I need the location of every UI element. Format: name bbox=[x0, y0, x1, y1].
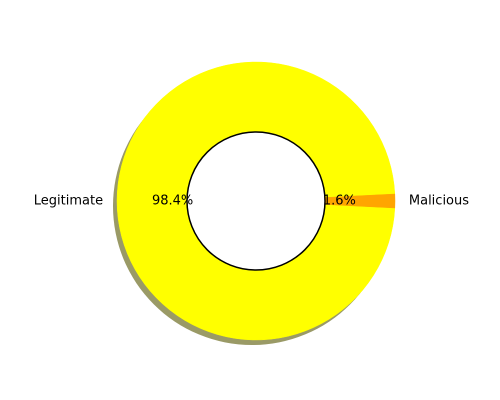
slice-label-legitimate: Legitimate bbox=[34, 194, 103, 209]
donut-hole bbox=[186, 131, 326, 271]
slice-label-malicious: Malicious bbox=[409, 194, 469, 209]
slice-percent-legitimate: 98.4% bbox=[152, 194, 193, 209]
slice-percent-malicious: 1.6% bbox=[323, 194, 356, 209]
